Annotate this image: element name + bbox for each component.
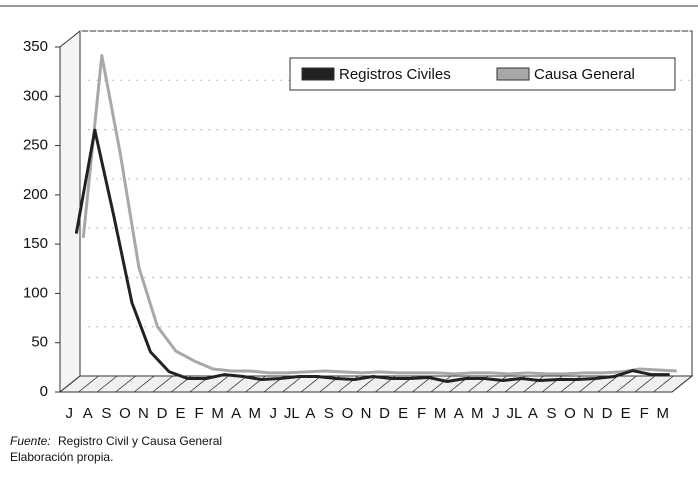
y-tick-label: 50	[31, 334, 48, 351]
series-line	[74, 128, 670, 383]
x-tick-label: F	[195, 405, 204, 422]
legend-swatch	[301, 67, 335, 81]
y-tick-label: 200	[23, 186, 48, 203]
series-line	[81, 54, 677, 376]
x-tick-label: O	[119, 405, 131, 422]
legend-box	[289, 57, 676, 91]
y-tick-label: 300	[23, 87, 48, 104]
floor-line	[282, 375, 303, 393]
floor-line	[671, 375, 693, 393]
floor-line	[226, 375, 248, 393]
x-tick-label: F	[640, 405, 649, 422]
x-tick-label: M	[211, 405, 224, 422]
x-tick-label: S	[324, 405, 334, 422]
x-tick-label: S	[546, 405, 556, 422]
note: Elaboración propia.	[10, 450, 113, 464]
x-tick-label: JL	[506, 405, 522, 422]
x-tick-label: E	[621, 405, 631, 422]
y-tick-label: 0	[40, 383, 48, 400]
floor-line	[523, 375, 544, 393]
floor-line	[356, 375, 377, 393]
source-label: Fuente:	[10, 434, 51, 448]
x-tick-label: E	[176, 405, 186, 422]
x-tick-label: D	[602, 405, 613, 422]
x-tick-label: J	[66, 405, 74, 422]
floor-line	[208, 375, 229, 393]
x-tick-label: O	[564, 405, 576, 422]
y-tick-label: 350	[23, 38, 48, 55]
x-tick-label: A	[454, 405, 464, 422]
x-tick-label: E	[398, 405, 408, 422]
x-tick-label: S	[101, 405, 111, 422]
floor-line	[300, 375, 322, 393]
y-tick-label: 250	[23, 137, 48, 154]
legend-label: Registros Civiles	[339, 66, 451, 83]
x-tick-label: M	[656, 405, 669, 422]
floor-line	[616, 375, 637, 393]
x-tick-label: J	[492, 405, 500, 422]
x-tick-label: A	[528, 405, 538, 422]
floor-line	[78, 375, 99, 393]
x-tick-label: M	[471, 405, 484, 422]
side-wall	[59, 29, 81, 394]
x-tick-label: N	[361, 405, 372, 422]
floor-line	[486, 375, 507, 393]
x-tick-label: M	[248, 405, 261, 422]
floor-line	[634, 375, 656, 393]
floor-line	[597, 375, 619, 393]
x-tick-label: F	[417, 405, 426, 422]
floor-line	[115, 375, 136, 393]
source: Registro Civil y Causa General	[58, 434, 222, 448]
floor-line	[59, 375, 81, 393]
y-tick-label: 100	[23, 284, 48, 301]
x-tick-label: N	[138, 405, 149, 422]
x-tick-label: D	[157, 405, 168, 422]
x-tick-label: D	[379, 405, 390, 422]
floor-line	[96, 375, 118, 393]
x-tick-label: J	[270, 405, 278, 422]
x-tick-label: A	[231, 405, 241, 422]
x-tick-label: N	[583, 405, 594, 422]
x-tick-label: O	[342, 405, 354, 422]
floor-line	[653, 375, 674, 393]
floor-line	[430, 375, 452, 393]
floor-line	[133, 375, 155, 393]
x-tick-label: JL	[284, 405, 300, 422]
x-tick-label: A	[305, 405, 315, 422]
legend-swatch	[496, 67, 530, 81]
y-tick-label: 150	[23, 235, 48, 252]
floor-line	[152, 375, 173, 393]
x-tick-label: M	[434, 405, 447, 422]
x-tick-label: A	[83, 405, 93, 422]
legend-label: Causa General	[534, 66, 635, 83]
